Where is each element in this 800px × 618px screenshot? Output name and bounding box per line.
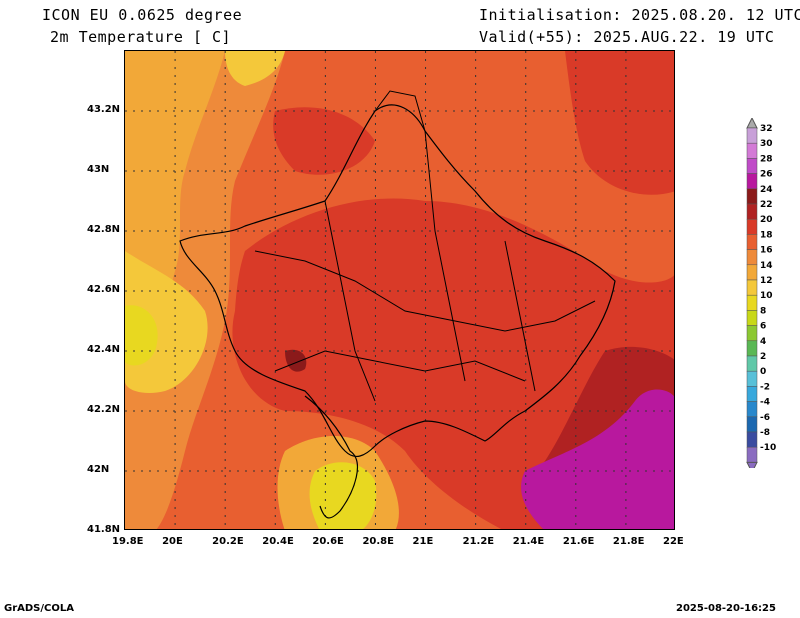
footer-software: GrADS/COLA xyxy=(4,603,74,614)
lat-tick-label: 42N xyxy=(87,464,110,475)
lon-tick-label: 20.6E xyxy=(312,536,344,547)
lon-tick-label: 21.4E xyxy=(512,536,545,547)
lon-tick-label: 21E xyxy=(412,536,434,547)
colorbar-level-label: 18 xyxy=(760,230,773,240)
region-outline xyxy=(179,104,616,458)
colorbar-level-label: 30 xyxy=(760,139,773,149)
colorbar-swatch xyxy=(746,416,758,433)
colorbar-swatch xyxy=(746,279,758,296)
lon-tick-label: 20.2E xyxy=(212,536,244,547)
colorbar-level-label: 8 xyxy=(760,306,766,316)
lon-tick-label: 21.8E xyxy=(612,536,645,547)
colorbar-top-arrow xyxy=(746,118,758,129)
lon-tick-label: 21.6E xyxy=(562,536,595,547)
colorbar-swatch xyxy=(746,401,758,418)
lat-tick-label: 42.8N xyxy=(87,224,121,235)
colorbar-level-label: 16 xyxy=(760,246,773,256)
colorbar-level-label: 12 xyxy=(760,276,773,286)
colorbar-swatch xyxy=(746,325,758,342)
colorbar-swatch xyxy=(746,386,758,402)
colorbar-swatch xyxy=(746,310,758,326)
internal-border-3 xyxy=(424,130,466,382)
field-10-south xyxy=(309,462,377,529)
lat-tick-label: 42.6N xyxy=(87,284,121,295)
colorbar-level-label: 26 xyxy=(760,170,773,180)
colorbar-swatch xyxy=(746,234,758,250)
colorbar-swatch xyxy=(746,446,758,463)
colorbar-swatch xyxy=(746,188,758,205)
colorbar-level-label: -8 xyxy=(760,428,770,438)
colorbar-swatch xyxy=(746,264,758,281)
lat-tick-label: 42.4N xyxy=(87,344,121,355)
lon-tick-label: 20E xyxy=(162,536,183,547)
colorbar-bottom-arrow xyxy=(746,461,758,468)
colorbar-level-label: -6 xyxy=(760,413,770,423)
colorbar-level-label: 6 xyxy=(760,322,766,332)
field-24-spot xyxy=(285,349,307,372)
colorbar-swatch xyxy=(746,173,758,190)
colorbar-level-label: 2 xyxy=(760,352,766,362)
model-title: ICON EU 0.0625 degree xyxy=(42,6,243,24)
map-canvas xyxy=(125,51,674,529)
colorbar-level-label: 10 xyxy=(760,291,773,301)
lat-tick-label: 41.8N xyxy=(87,524,121,535)
colorbar-swatch xyxy=(746,127,758,144)
field-10-west xyxy=(125,305,158,366)
colorbar-swatch xyxy=(746,203,758,220)
colorbar-swatch xyxy=(746,142,758,159)
lon-tick-label: 22E xyxy=(663,536,684,547)
lat-tick-label: 43N xyxy=(87,164,110,175)
colorbar-level-label: -10 xyxy=(760,443,776,453)
valid-time: Valid(+55): 2025.AUG.22. 19 UTC xyxy=(479,28,775,46)
field-12-north xyxy=(225,51,285,86)
colorbar-swatch xyxy=(746,158,758,174)
colorbar-level-label: 20 xyxy=(760,215,773,225)
colorbar-swatch xyxy=(746,355,758,372)
colorbar-level-label: 24 xyxy=(760,185,773,195)
footer-timestamp: 2025-08-20-16:25 xyxy=(676,603,776,614)
colorbar-level-label: 14 xyxy=(760,261,773,271)
internal-border-6 xyxy=(374,90,426,132)
lon-tick-label: 20.4E xyxy=(262,536,294,547)
init-time: Initialisation: 2025.08.20. 12 UTC xyxy=(479,6,800,24)
field-26-southeast xyxy=(521,389,674,529)
lon-tick-label: 19.8E xyxy=(112,536,144,547)
variable-title: 2m Temperature [ C] xyxy=(50,28,232,46)
colorbar-level-label: 28 xyxy=(760,154,773,164)
colorbar-swatch xyxy=(746,249,758,266)
colorbar-level-label: 0 xyxy=(760,367,766,377)
colorbar-level-label: 22 xyxy=(760,200,773,210)
colorbar-swatch xyxy=(746,340,758,357)
lat-tick-label: 43.2N xyxy=(87,104,121,115)
colorbar-swatch xyxy=(746,370,758,387)
colorbar-swatch xyxy=(746,294,758,311)
internal-border-5 xyxy=(504,240,536,392)
internal-border-4 xyxy=(274,350,526,382)
colorbar-swatch xyxy=(746,431,758,448)
lon-tick-label: 20.8E xyxy=(362,536,394,547)
colorbar-level-label: -4 xyxy=(760,398,770,408)
grid-lines xyxy=(125,51,674,529)
lon-tick-label: 21.2E xyxy=(462,536,495,547)
internal-border-2 xyxy=(324,200,376,402)
internal-border-1 xyxy=(254,250,596,332)
lat-tick-label: 42.2N xyxy=(87,404,121,415)
temperature-map xyxy=(124,50,675,530)
southern-border xyxy=(304,395,359,519)
field-20-northeast xyxy=(565,51,674,195)
colorbar-level-label: 32 xyxy=(760,124,773,134)
colorbar-level-label: 4 xyxy=(760,337,766,347)
colorbar-swatch xyxy=(746,218,758,235)
colorbar-level-label: -2 xyxy=(760,382,770,392)
